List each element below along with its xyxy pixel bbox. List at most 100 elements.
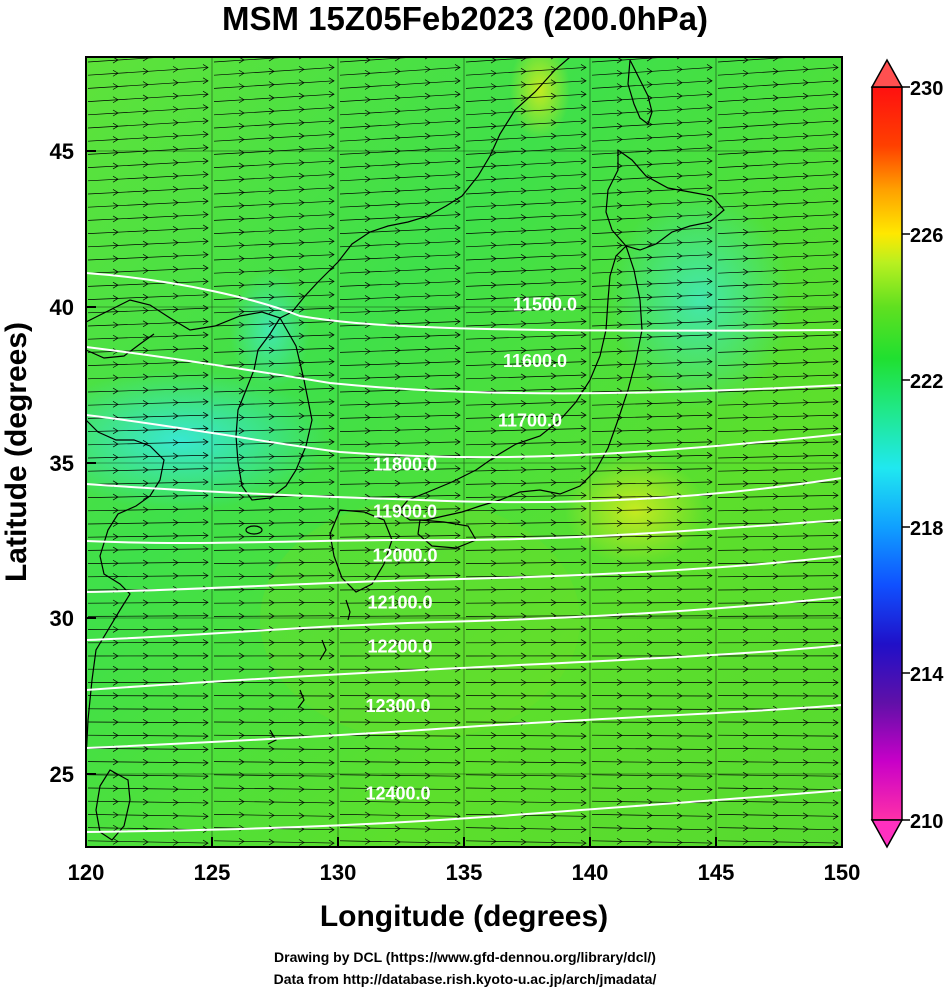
y-axis-title: Latitude (degrees) [0,322,33,582]
wind-arrow [87,705,209,713]
wind-arrow [465,344,587,355]
wind-arrow [87,104,209,117]
wind-arrow [213,197,335,209]
wind-arrow [591,811,713,820]
wind-arrow [717,211,839,223]
wind-arrow [339,331,461,342]
wind-arrow [717,237,839,249]
wind-arrow [844,838,950,846]
wind-arrow [591,679,713,686]
wind-arrow [465,838,587,847]
y-tick-label: 40 [50,295,74,320]
wind-arrow [717,665,839,673]
wind-arrow [87,718,209,727]
wind-arrow [465,705,587,713]
wind-arrow [213,425,335,435]
wind-arrow [465,57,582,64]
contour-labels: 11500.0 11600.0 11700.0 11800.0 11900.0 12000… [365,295,577,804]
wind-arrow [213,652,335,660]
wind-arrow [717,117,839,130]
wind-arrow [339,171,461,183]
wind-arrow [717,692,839,700]
x-axis-title: Longitude (degrees) [320,900,608,933]
wind-arrow [213,184,335,196]
wind-arrow [87,57,204,64]
wind-arrow [339,718,461,727]
wind-arrow [339,599,461,607]
wind-arrow [717,331,839,342]
y-tick-label: 45 [50,139,74,164]
wind-arrow [717,358,839,368]
wind-arrow [87,758,209,767]
wind-arrow [213,251,335,262]
wind-arrow [591,211,713,223]
contour-label: 11800.0 [373,455,437,475]
wind-arrow [591,465,713,474]
wind-arrow [717,278,839,289]
wind-arrow [465,518,587,527]
wind-arrow [717,371,839,382]
wind-arrow [591,785,713,793]
wind-arrow [213,331,335,342]
colorbar-tick-label: 214 [910,664,944,686]
wind-arrow [717,465,839,474]
wind-arrow [339,558,461,567]
wind-arrow [591,318,713,329]
wind-arrow [87,237,209,249]
wind-arrow [213,304,335,315]
contour-label: 12000.0 [372,545,437,565]
wind-vectors [87,57,950,847]
graticule [86,57,842,847]
wind-arrow [591,291,713,302]
wind-arrow [591,625,713,633]
wind-arrow [87,171,209,183]
wind-arrow [844,64,950,76]
wind-arrow [591,585,713,594]
wind-arrow [213,104,335,117]
wind-arrow [87,745,209,753]
wind-arrow [87,505,209,514]
wind-arrow [717,291,839,302]
wind-arrow [213,692,335,700]
wind-arrow [87,264,209,276]
wind-arrow [465,585,587,594]
wind-arrow [465,732,587,740]
wind-arrow [717,184,839,196]
wind-arrow [717,758,839,767]
wind-arrow [465,331,587,342]
wind-arrow [717,411,839,421]
wind-arrow [87,438,209,448]
wind-arrow [717,572,839,580]
wind-arrow [87,251,209,262]
wind-arrow [213,131,335,143]
wind-arrow [465,291,587,302]
temperature-field: 11500.0 11600.0 11700.0 11800.0 11900.0 12000… [86,57,950,847]
wind-arrow [591,732,713,740]
wind-arrow [717,398,839,408]
wind-arrow [87,771,209,780]
wind-arrow [465,692,587,700]
wind-arrow [465,798,587,807]
wind-arrow [339,465,461,474]
wind-arrow [339,572,461,580]
wind-arrow [213,398,335,408]
wind-arrow [213,505,335,514]
wind-arrow [339,785,461,793]
wind-arrow [591,197,713,209]
wind-arrow [465,77,587,90]
wind-arrow [717,171,839,183]
contour-label: 12300.0 [365,696,430,716]
wind-arrow [339,264,461,276]
wind-arrow [339,398,461,408]
wind-arrow [87,451,209,461]
contour-label: 11900.0 [373,502,437,522]
wind-arrow [339,358,461,368]
wind-arrow [465,371,587,382]
wind-arrow [717,197,839,209]
wind-arrow [87,545,209,554]
wind-arrow [339,625,461,633]
wind-arrow [591,398,713,408]
wind-arrow [717,344,839,355]
wind-arrow [465,197,587,209]
wind-arrow [465,625,587,633]
